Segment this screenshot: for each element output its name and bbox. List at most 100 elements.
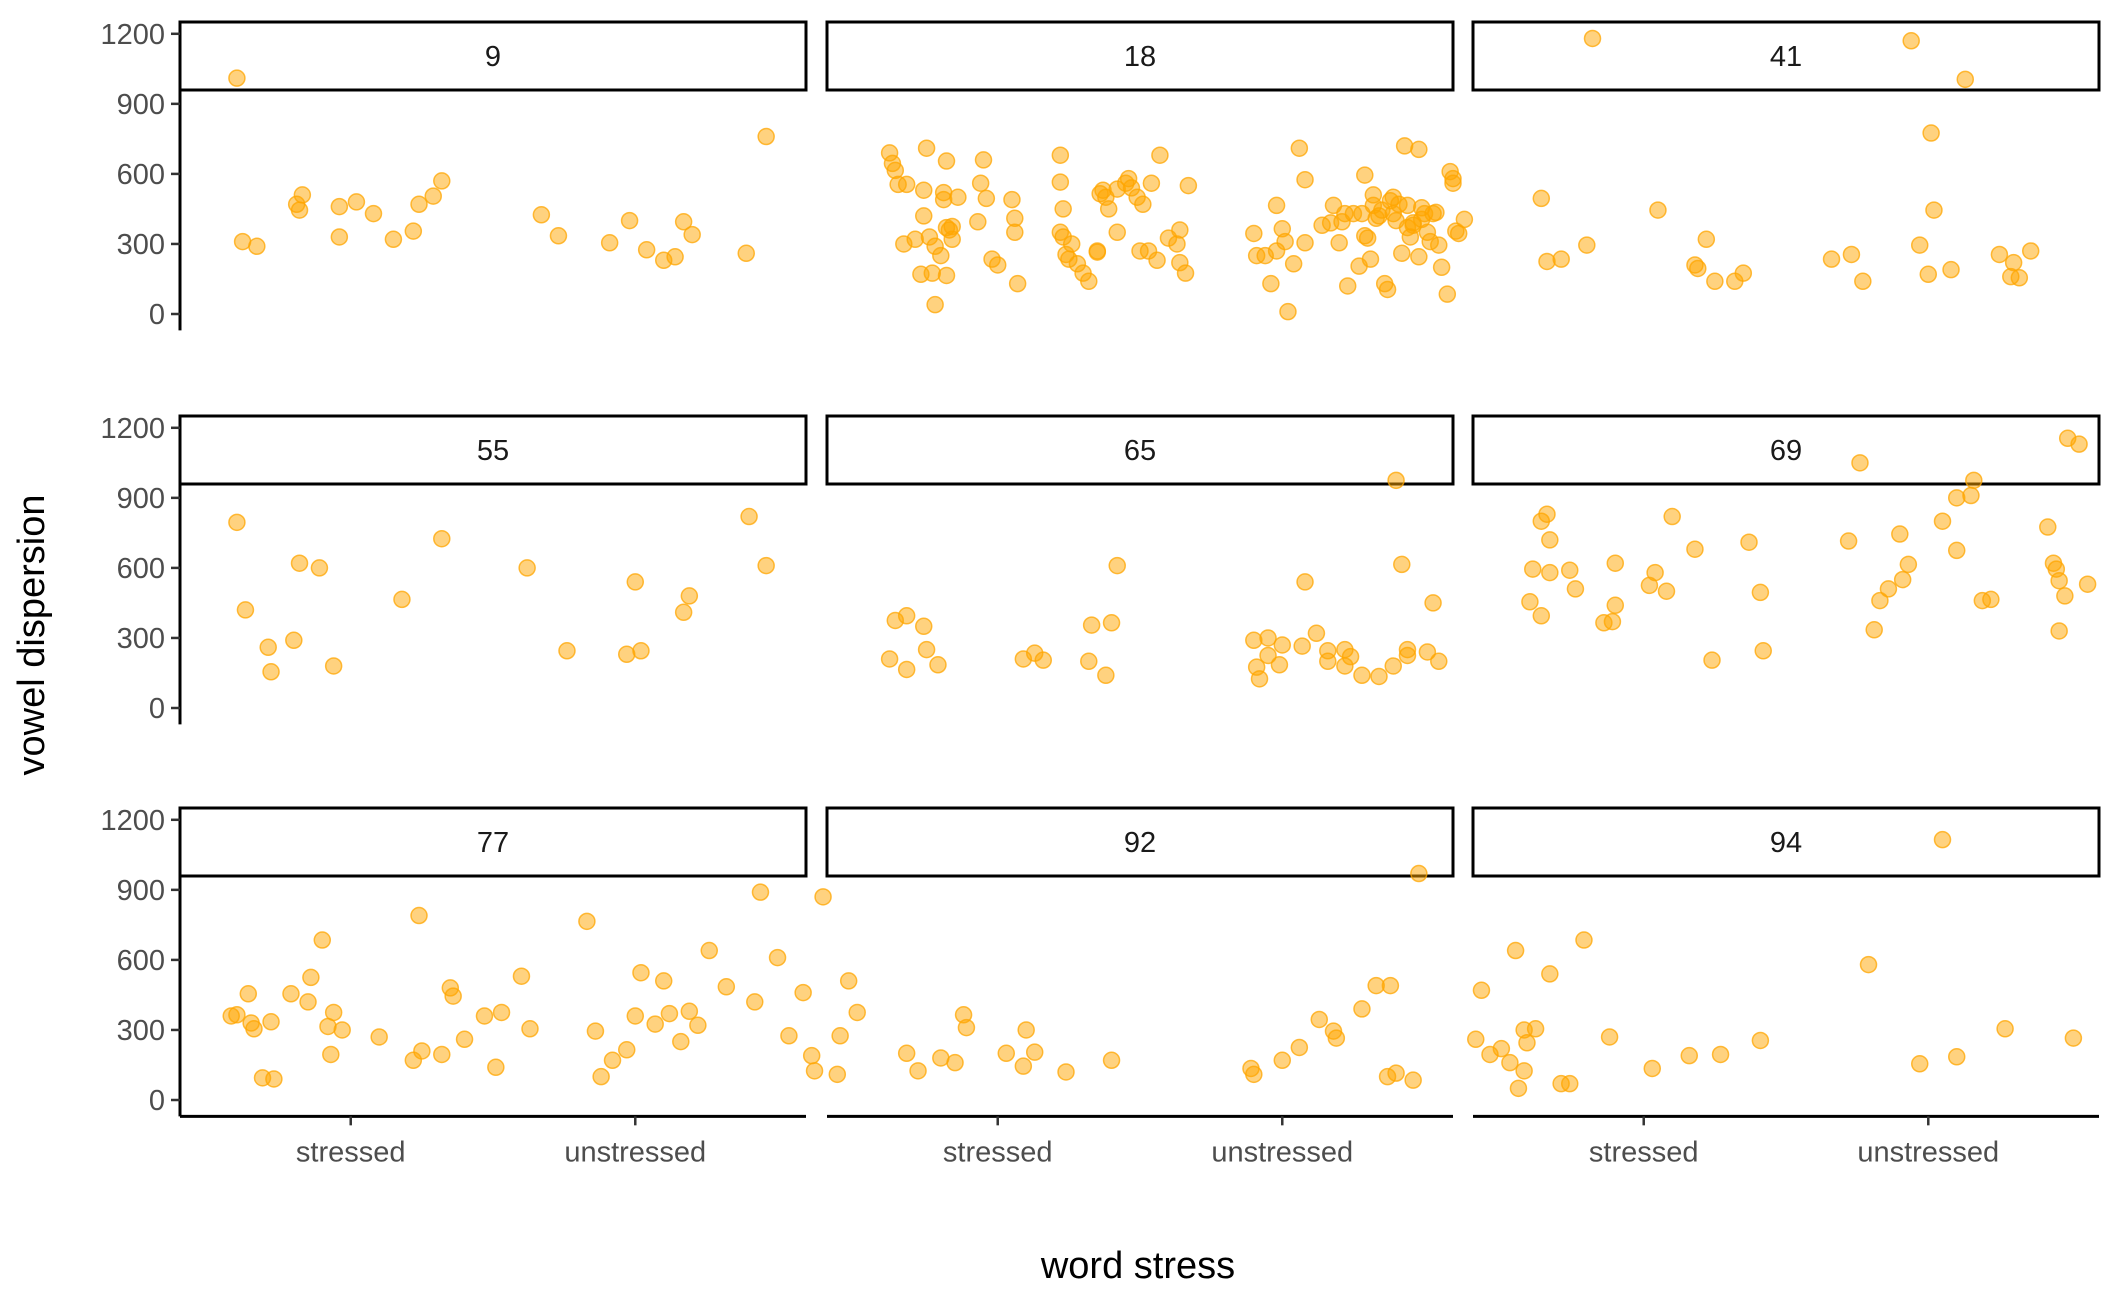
data-point [1310, 1010, 1329, 1029]
strip-label: 9 [485, 41, 501, 73]
data-point [1842, 245, 1861, 264]
data-point [549, 227, 568, 245]
data-point [674, 213, 693, 231]
data-point [1296, 170, 1314, 189]
data-point [831, 1027, 849, 1045]
data-point [700, 941, 719, 960]
data-point [1560, 1074, 1579, 1093]
data-point [262, 663, 280, 681]
data-point [1051, 173, 1070, 191]
strip-label: 94 [1770, 827, 1802, 859]
data-point [404, 222, 423, 240]
data-point [1267, 196, 1286, 215]
data-point [1751, 583, 1770, 602]
panel-69: 69 [1471, 414, 2101, 669]
data-point [1871, 591, 1889, 610]
data-point [977, 189, 996, 208]
data-point [1686, 540, 1704, 558]
data-point [1276, 232, 1294, 251]
y-tick-label: 900 [117, 89, 165, 121]
data-point [1245, 631, 1263, 650]
data-point [1501, 1053, 1519, 1072]
data-point [1014, 1057, 1033, 1075]
data-point [310, 559, 329, 577]
y-tick-label: 600 [117, 553, 165, 585]
data-point [228, 513, 246, 532]
data-point [1279, 302, 1297, 321]
data-point [444, 987, 462, 1005]
data-point [932, 246, 950, 265]
data-point [1398, 196, 1417, 215]
data-point [914, 181, 933, 199]
panel-18: 18 [825, 20, 1474, 321]
data-point [1566, 580, 1585, 598]
data-point [347, 193, 366, 211]
data-point [617, 1041, 636, 1059]
data-point [997, 1044, 1016, 1063]
data-point [1925, 201, 1943, 219]
data-point [322, 1045, 340, 1064]
data-point [1259, 646, 1277, 665]
data-point [1134, 195, 1152, 214]
data-point [926, 295, 944, 314]
data-point [239, 985, 258, 1003]
data-point [654, 972, 673, 990]
data-point [1509, 1079, 1528, 1098]
data-point [1646, 563, 1664, 582]
panel-65: 65 [825, 414, 1455, 688]
data-point [384, 230, 403, 249]
data-point [1358, 229, 1377, 247]
data-point [364, 204, 383, 223]
y-tick-label: 900 [117, 483, 165, 515]
data-point [1506, 941, 1525, 960]
x-tick-label: stressed [1589, 1136, 1699, 1168]
data-point [923, 264, 942, 282]
data-point [1387, 471, 1405, 490]
data-point [897, 660, 916, 679]
data-point [1962, 486, 1980, 505]
data-point [1432, 258, 1451, 277]
data-point [228, 69, 246, 87]
data-point [475, 1007, 494, 1025]
data-point [1259, 629, 1277, 647]
data-point [617, 645, 636, 664]
data-point [626, 573, 645, 591]
data-point [1353, 1000, 1371, 1018]
data-point [683, 225, 701, 244]
data-point [424, 187, 442, 205]
data-point [1051, 146, 1070, 164]
data-point [1296, 234, 1314, 252]
data-point [1663, 507, 1681, 526]
data-point [780, 1027, 798, 1045]
data-point [1851, 454, 1869, 472]
data-point [370, 1028, 388, 1046]
data-point [1982, 590, 2000, 609]
data-point [1472, 981, 1491, 1000]
data-point [1740, 533, 1758, 551]
data-point [886, 161, 905, 180]
data-point [1606, 596, 1625, 615]
panel-92: 92 stressed unstressed [825, 806, 1570, 1168]
data-point [333, 1021, 351, 1039]
data-point [487, 1058, 505, 1077]
data-point [558, 642, 576, 660]
data-point [632, 642, 650, 660]
data-point [917, 139, 936, 157]
data-point [1541, 531, 1559, 549]
data-point [1262, 274, 1280, 293]
data-point [433, 529, 451, 548]
data-point [1430, 236, 1448, 254]
data-point [1902, 32, 1920, 50]
data-point [228, 1006, 246, 1024]
data-point [1854, 272, 1872, 291]
data-point [1108, 223, 1126, 242]
data-point [689, 1016, 707, 1035]
data-point [1521, 593, 1539, 611]
data-point [2070, 435, 2088, 453]
data-point [805, 1062, 824, 1080]
data-point [1327, 1029, 1346, 1047]
data-point [914, 207, 933, 225]
x-axis-title: word stress [1040, 1245, 1235, 1287]
panel-9: 9 0 300 600 900 1200 [100, 19, 808, 331]
